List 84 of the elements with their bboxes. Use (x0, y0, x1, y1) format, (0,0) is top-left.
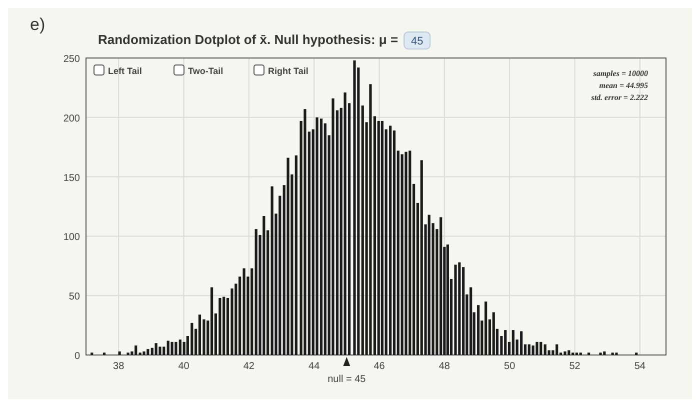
bar (564, 351, 566, 355)
x-tick-label: 54 (634, 361, 646, 372)
bar (369, 84, 372, 355)
bar (536, 342, 538, 355)
bar (344, 92, 346, 355)
bar (484, 302, 488, 355)
bar (134, 345, 138, 355)
bar (556, 344, 558, 355)
annotation: std. error = 2.222 (590, 93, 648, 102)
bar (218, 298, 222, 355)
bar (286, 158, 290, 355)
x-tick-label: 46 (374, 361, 386, 372)
y-tick-label: 250 (63, 54, 80, 65)
x-tick-label: 38 (113, 361, 125, 372)
annotation: Left Tail (108, 66, 142, 76)
bar (389, 126, 392, 355)
bar (242, 268, 246, 355)
bar (250, 268, 254, 355)
bar (477, 305, 480, 355)
bar (540, 342, 542, 355)
bar (532, 345, 534, 355)
bar (446, 244, 449, 355)
bar (470, 287, 472, 355)
bar (520, 331, 523, 355)
chart-title: Randomization Dotplot of x̄. Null hypothesis: μ = (98, 32, 398, 47)
bar (294, 155, 298, 355)
y-tick-label: 200 (63, 113, 80, 124)
bar (380, 120, 384, 355)
bar (254, 229, 258, 355)
bar (316, 117, 318, 355)
bar (190, 322, 194, 355)
y-tick-label: 0 (74, 351, 80, 362)
bar (270, 186, 274, 355)
bar (428, 214, 430, 355)
bar (154, 343, 158, 355)
bar (162, 346, 166, 355)
bar (158, 346, 162, 355)
annotation: null = 45 (328, 374, 366, 385)
bar (320, 118, 323, 355)
y-tick-label: 150 (63, 172, 80, 184)
bar (146, 349, 150, 355)
y-tick-label: 100 (63, 232, 80, 244)
y-tick-label: 50 (68, 292, 80, 303)
bar (166, 340, 170, 355)
input-field: 45 (404, 32, 431, 50)
x-tick-label: 50 (504, 361, 516, 372)
x-tick-label: 48 (438, 361, 450, 372)
text: e) (30, 15, 46, 34)
bar (440, 217, 442, 355)
bar (304, 109, 306, 355)
bar (454, 264, 457, 355)
bar (332, 98, 334, 355)
bar (222, 296, 226, 355)
annotation: Right Tail (268, 66, 308, 76)
bar (361, 106, 364, 355)
annotation: samples = 10000 (592, 69, 648, 78)
bar (278, 196, 282, 355)
bar (603, 351, 606, 355)
bar (178, 340, 182, 355)
bar (492, 312, 495, 355)
bar (174, 342, 178, 355)
bar (544, 344, 546, 355)
bar (170, 342, 174, 355)
x-tick-label: 42 (243, 361, 255, 372)
x-tick-label: 52 (569, 361, 581, 372)
x-tick-label: 40 (178, 361, 190, 372)
bar (408, 150, 412, 355)
bar (198, 314, 202, 355)
bar (262, 216, 266, 355)
bar (404, 152, 408, 355)
bar (458, 262, 461, 355)
annotation: Two-Tail (188, 66, 224, 76)
bar (400, 154, 404, 355)
bar (568, 350, 570, 355)
bar (353, 60, 356, 355)
bar (420, 160, 423, 355)
bar (142, 351, 146, 355)
bar (512, 330, 514, 355)
bar (504, 330, 507, 355)
bar (528, 344, 530, 355)
bar (118, 351, 121, 355)
x-tick-label: 44 (308, 361, 320, 372)
annotation: mean = 44.995 (599, 81, 648, 90)
bar (210, 287, 214, 355)
